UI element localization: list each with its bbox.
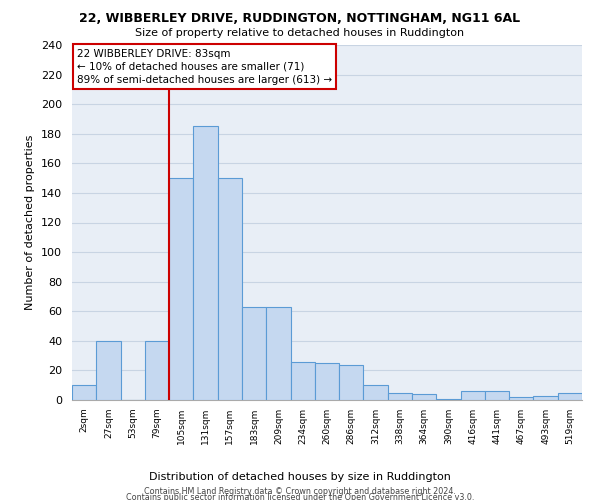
Bar [266,307,290,400]
Bar [193,126,218,400]
Bar [412,394,436,400]
Bar [533,396,558,400]
Y-axis label: Number of detached properties: Number of detached properties [25,135,35,310]
Text: Distribution of detached houses by size in Ruddington: Distribution of detached houses by size … [149,472,451,482]
Text: Size of property relative to detached houses in Ruddington: Size of property relative to detached ho… [136,28,464,38]
Text: Contains public sector information licensed under the Open Government Licence v3: Contains public sector information licen… [126,494,474,500]
Bar [145,341,169,400]
Text: Contains HM Land Registry data © Crown copyright and database right 2024.: Contains HM Land Registry data © Crown c… [144,486,456,496]
Bar [509,397,533,400]
Bar [218,178,242,400]
Bar [339,364,364,400]
Bar [485,391,509,400]
Bar [461,391,485,400]
Bar [96,341,121,400]
Text: 22 WIBBERLEY DRIVE: 83sqm
← 10% of detached houses are smaller (71)
89% of semi-: 22 WIBBERLEY DRIVE: 83sqm ← 10% of detac… [77,48,332,85]
Bar [290,362,315,400]
Bar [364,385,388,400]
Bar [388,392,412,400]
Bar [72,385,96,400]
Bar [436,398,461,400]
Bar [315,363,339,400]
Bar [169,178,193,400]
Bar [558,392,582,400]
Bar [242,307,266,400]
Text: 22, WIBBERLEY DRIVE, RUDDINGTON, NOTTINGHAM, NG11 6AL: 22, WIBBERLEY DRIVE, RUDDINGTON, NOTTING… [79,12,521,26]
